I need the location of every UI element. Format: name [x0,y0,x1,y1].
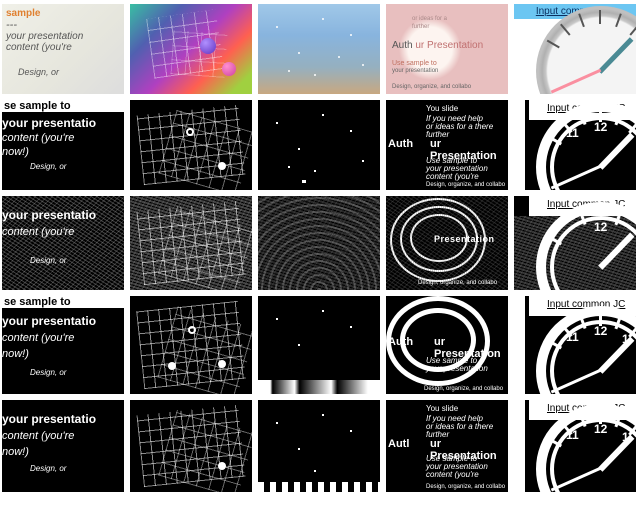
orig-cube [130,4,252,94]
segD-ring: You slide If you need help or ideas for … [386,400,508,492]
segC-sky [258,296,380,394]
segC-ring: Auth ur Presentation Use sample to your … [386,296,508,394]
segB-cube [130,196,252,290]
segC-gauge: Input common JC 11 12 1 [514,296,636,394]
segD-sky [258,400,380,492]
segC-cube [130,296,252,394]
orig-l1: content (you're [6,42,120,53]
orig-ring-slide: or ideas for a further Auth ur Presentat… [386,4,508,94]
segB-sky [258,196,380,290]
orig-l0: your presentation [6,31,120,42]
segC-text: se sample to your presentatio content (y… [2,296,124,394]
segD-text: your presentatio content (you're now!) D… [2,400,124,492]
orange-word: sample [6,8,40,19]
orig-design: Design, or [18,67,120,77]
orig-sky [258,4,380,94]
orig-text-slide: sample --- your presentation content (yo… [2,4,124,94]
bw-dial-icon: 11 12 [536,102,636,190]
segA-text: se sample to your presentatio content (y… [2,100,124,190]
segA-cube [130,100,252,190]
segA-ring: You slide If you need help or ideas for … [386,100,508,190]
segD-gauge: Input common JC 11 12 1 [514,400,636,492]
segA-gauge: Input common JC 11 12 [514,100,636,190]
segA-sky [258,100,380,190]
figure-grid: sample --- your presentation content (yo… [0,0,640,492]
segB-ring: Presentation Design, organize, and colla… [386,196,508,290]
segB-text: your presentatio content (you're Design,… [2,196,124,290]
segD-cube [130,400,252,492]
segB-gauge: Input common JC 12 [514,196,636,290]
dial [536,6,636,94]
orig-gauge: Input common JC [514,4,636,94]
